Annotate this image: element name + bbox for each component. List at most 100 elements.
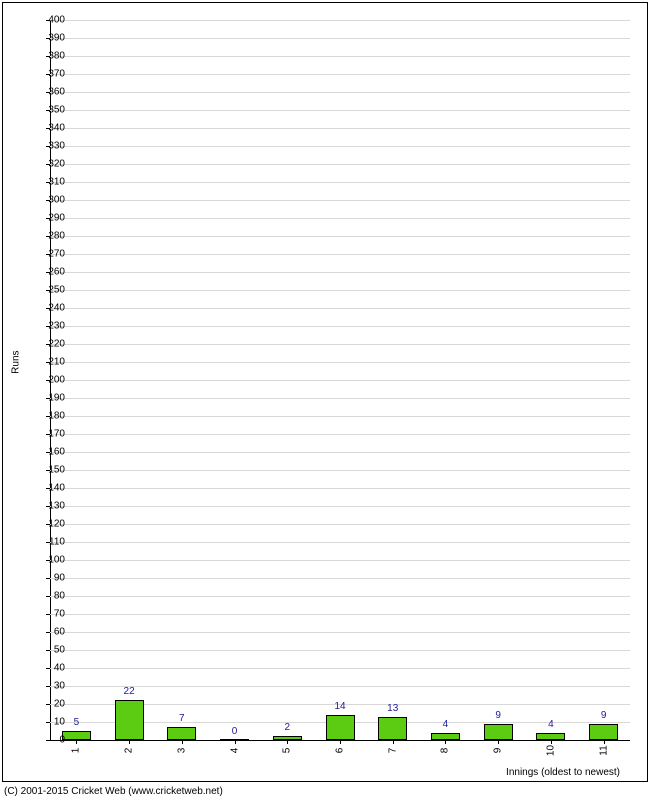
- bar: [431, 733, 460, 740]
- gridline: [50, 362, 630, 363]
- y-tick-label: 40: [54, 663, 65, 674]
- y-tick-label: 10: [54, 717, 65, 728]
- bar-value-label: 22: [124, 686, 135, 697]
- x-tick-label: 3: [176, 741, 187, 761]
- y-tick-label: 120: [48, 519, 65, 530]
- x-tick-label: 11: [598, 741, 609, 761]
- bar: [536, 733, 565, 740]
- y-tick-mark: [46, 668, 50, 669]
- gridline: [50, 146, 630, 147]
- y-tick-label: 80: [54, 591, 65, 602]
- bar: [378, 717, 407, 740]
- gridline: [50, 254, 630, 255]
- gridline: [50, 596, 630, 597]
- y-tick-label: 370: [48, 69, 65, 80]
- gridline: [50, 290, 630, 291]
- y-tick-label: 250: [48, 285, 65, 296]
- gridline: [50, 578, 630, 579]
- gridline: [50, 38, 630, 39]
- y-tick-label: 50: [54, 645, 65, 656]
- y-tick-label: 310: [48, 177, 65, 188]
- bar-value-label: 13: [387, 703, 398, 714]
- y-tick-label: 100: [48, 555, 65, 566]
- y-tick-mark: [46, 632, 50, 633]
- bar: [589, 724, 618, 740]
- bar-value-label: 4: [443, 719, 449, 730]
- gridline: [50, 650, 630, 651]
- gridline: [50, 74, 630, 75]
- gridline: [50, 20, 630, 21]
- gridline: [50, 326, 630, 327]
- y-tick-mark: [46, 686, 50, 687]
- gridline: [50, 164, 630, 165]
- gridline: [50, 218, 630, 219]
- y-tick-label: 260: [48, 267, 65, 278]
- y-tick-label: 140: [48, 483, 65, 494]
- x-tick-label: 2: [124, 741, 135, 761]
- bar: [62, 731, 91, 740]
- bar: [484, 724, 513, 740]
- gridline: [50, 200, 630, 201]
- x-tick-label: 5: [282, 741, 293, 761]
- gridline: [50, 686, 630, 687]
- y-tick-label: 150: [48, 465, 65, 476]
- gridline: [50, 380, 630, 381]
- bar-value-label: 7: [179, 713, 185, 724]
- gridline: [50, 272, 630, 273]
- plot-area: [50, 20, 630, 740]
- bar-value-label: 0: [232, 726, 238, 737]
- chart-container: Runs Innings (oldest to newest) (C) 2001…: [0, 0, 650, 800]
- x-tick-label: 1: [71, 741, 82, 761]
- y-tick-label: 270: [48, 249, 65, 260]
- y-tick-label: 170: [48, 429, 65, 440]
- bar: [115, 700, 144, 740]
- y-tick-label: 240: [48, 303, 65, 314]
- y-tick-mark: [46, 740, 50, 741]
- gridline: [50, 56, 630, 57]
- x-tick-label: 9: [493, 741, 504, 761]
- y-tick-label: 290: [48, 213, 65, 224]
- gridline: [50, 632, 630, 633]
- gridline: [50, 344, 630, 345]
- y-tick-label: 400: [48, 15, 65, 26]
- bar-value-label: 14: [334, 701, 345, 712]
- y-tick-mark: [46, 614, 50, 615]
- bar-value-label: 9: [495, 710, 501, 721]
- x-axis-label: Innings (oldest to newest): [506, 767, 620, 778]
- y-tick-mark: [46, 578, 50, 579]
- gridline: [50, 668, 630, 669]
- x-tick-label: 10: [545, 741, 556, 761]
- y-tick-label: 70: [54, 609, 65, 620]
- gridline: [50, 308, 630, 309]
- y-tick-label: 280: [48, 231, 65, 242]
- bar-value-label: 9: [601, 710, 607, 721]
- y-tick-label: 300: [48, 195, 65, 206]
- y-tick-label: 180: [48, 411, 65, 422]
- y-tick-label: 320: [48, 159, 65, 170]
- y-tick-mark: [46, 650, 50, 651]
- gridline: [50, 236, 630, 237]
- y-tick-label: 160: [48, 447, 65, 458]
- y-tick-label: 200: [48, 375, 65, 386]
- y-tick-label: 0: [59, 735, 65, 746]
- gridline: [50, 614, 630, 615]
- gridline: [50, 470, 630, 471]
- y-tick-label: 230: [48, 321, 65, 332]
- y-tick-label: 380: [48, 51, 65, 62]
- y-tick-mark: [46, 596, 50, 597]
- gridline: [50, 110, 630, 111]
- gridline: [50, 560, 630, 561]
- x-tick-label: 6: [335, 741, 346, 761]
- y-tick-label: 90: [54, 573, 65, 584]
- gridline: [50, 524, 630, 525]
- gridline: [50, 92, 630, 93]
- copyright-text: (C) 2001-2015 Cricket Web (www.cricketwe…: [4, 786, 223, 797]
- gridline: [50, 398, 630, 399]
- gridline: [50, 542, 630, 543]
- y-tick-label: 360: [48, 87, 65, 98]
- y-tick-mark: [46, 722, 50, 723]
- x-tick-label: 4: [229, 741, 240, 761]
- gridline: [50, 182, 630, 183]
- y-tick-label: 20: [54, 699, 65, 710]
- gridline: [50, 506, 630, 507]
